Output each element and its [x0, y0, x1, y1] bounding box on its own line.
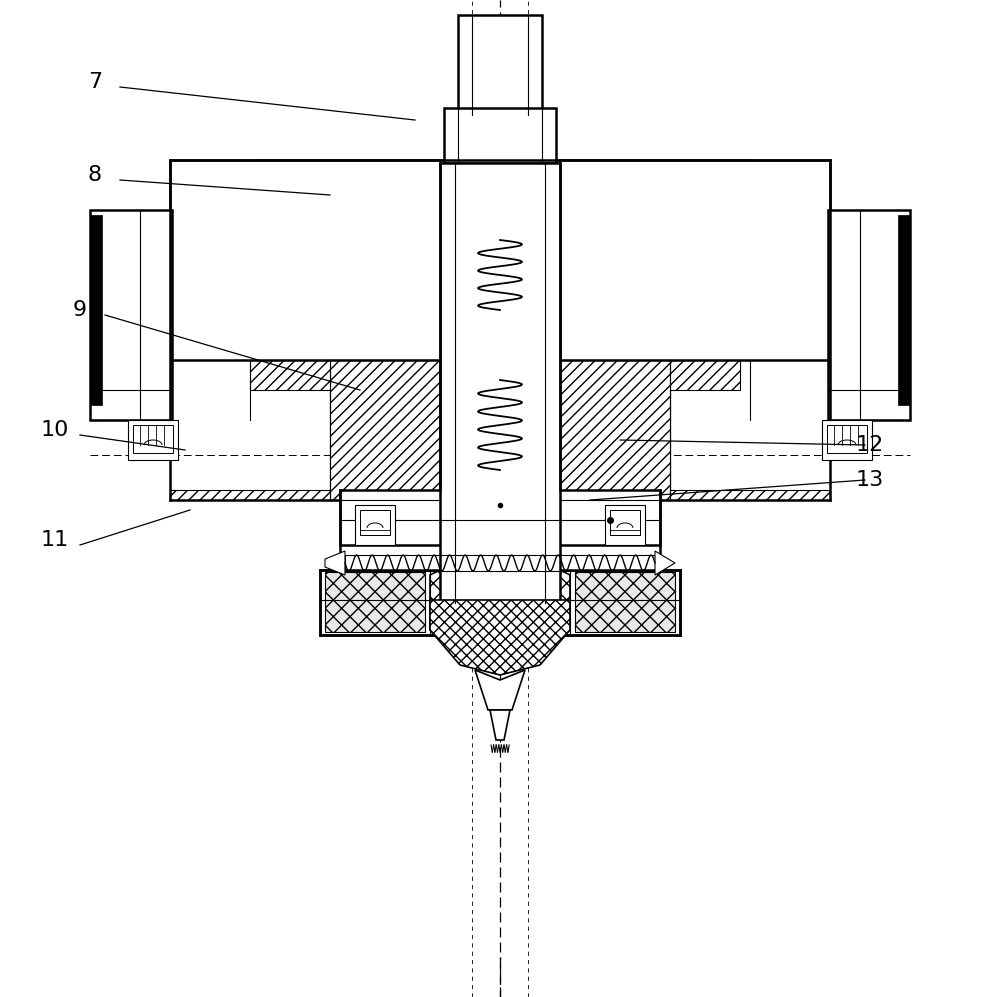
Bar [610, 510, 640, 535]
Polygon shape [560, 160, 750, 360]
Polygon shape [475, 670, 525, 710]
Polygon shape [430, 555, 570, 630]
Bar [828, 210, 910, 420]
Bar [575, 572, 675, 632]
Polygon shape [660, 160, 830, 500]
Bar [360, 510, 390, 535]
Polygon shape [490, 710, 510, 740]
Bar [440, 163, 560, 603]
Polygon shape [260, 160, 440, 360]
Polygon shape [330, 163, 440, 500]
Bar [128, 420, 178, 460]
Bar [90, 210, 172, 420]
Bar [170, 160, 830, 360]
Bar [340, 490, 660, 545]
Bar [822, 420, 872, 460]
Bar [325, 572, 425, 632]
Text: 8: 8 [88, 165, 102, 185]
Text: 13: 13 [856, 470, 884, 490]
Bar [458, 15, 542, 115]
Polygon shape [560, 163, 670, 500]
Bar [827, 425, 867, 453]
Text: 12: 12 [856, 435, 884, 455]
Polygon shape [430, 600, 570, 675]
Text: 11: 11 [41, 530, 69, 550]
Text: 9: 9 [73, 300, 87, 320]
Text: 10: 10 [41, 420, 69, 440]
Bar [320, 570, 680, 635]
Bar [90, 215, 102, 405]
Bar [605, 505, 645, 545]
Text: 7: 7 [88, 72, 102, 92]
Bar [355, 505, 395, 545]
Bar [444, 108, 556, 163]
Bar [345, 555, 655, 571]
Bar [133, 425, 173, 453]
Bar [898, 215, 910, 405]
Polygon shape [102, 215, 140, 395]
Polygon shape [170, 160, 340, 500]
Polygon shape [860, 215, 898, 395]
Polygon shape [325, 551, 345, 575]
Polygon shape [655, 551, 675, 575]
